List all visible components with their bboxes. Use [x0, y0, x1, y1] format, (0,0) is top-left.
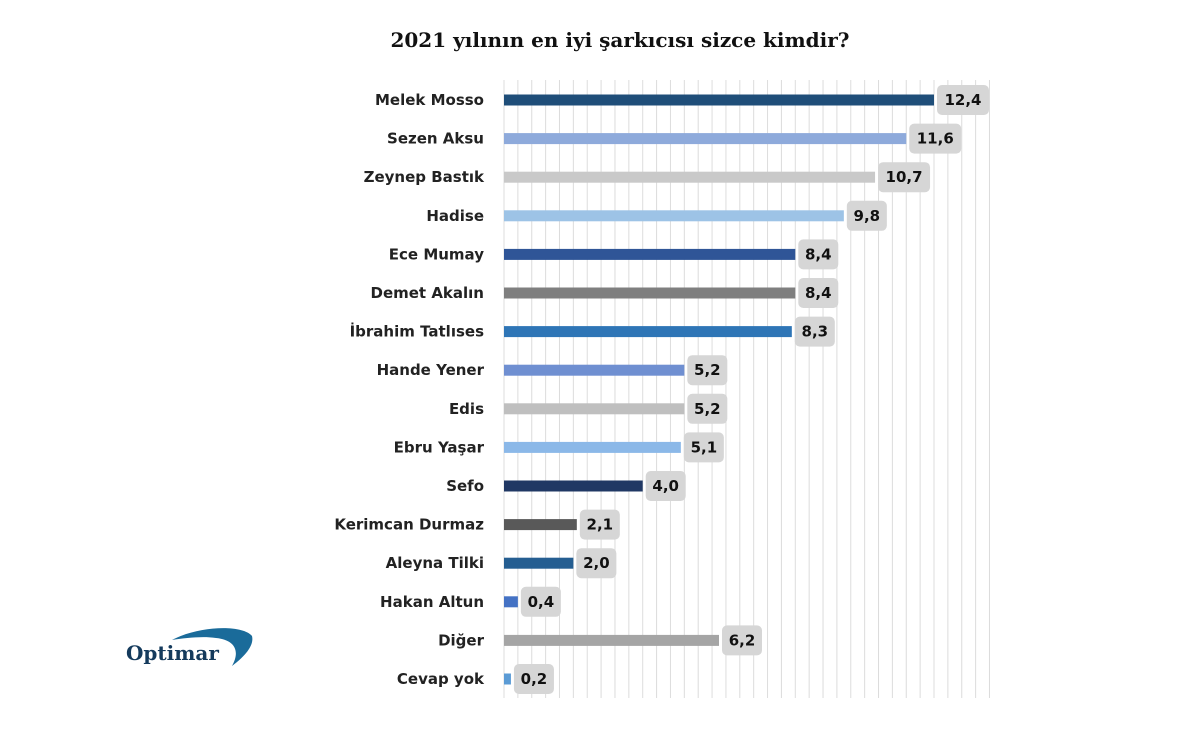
- bar: [504, 403, 685, 415]
- value-label: 4,0: [652, 477, 679, 495]
- bar: [504, 557, 574, 569]
- bar: [504, 287, 796, 299]
- value-label: 8,3: [802, 323, 829, 341]
- category-label: Melek Mosso: [375, 91, 484, 109]
- category-label: Cevap yok: [397, 670, 485, 688]
- value-label-box: [520, 586, 561, 617]
- value-label-box: [798, 239, 839, 270]
- value-label-box: [576, 548, 617, 579]
- category-label: Zeynep Bastık: [364, 168, 485, 186]
- bar: [504, 673, 511, 685]
- optimar-logo: Optimar: [120, 626, 260, 672]
- chart-bars: [504, 94, 934, 685]
- bar: [504, 94, 934, 106]
- category-label: Sefo: [446, 477, 484, 495]
- bar: [504, 248, 796, 260]
- value-label-box: [722, 625, 762, 656]
- bar: [504, 596, 518, 608]
- value-label-box: [794, 316, 835, 347]
- logo-text: Optimar: [126, 641, 219, 665]
- value-label-box: [909, 123, 962, 154]
- chart-title: 2021 yılının en iyi şarkıcısı sizce kimd…: [390, 28, 850, 52]
- value-label: 8,4: [805, 245, 832, 263]
- bar: [504, 210, 844, 222]
- value-label-box: [878, 162, 931, 193]
- category-label: Sezen Aksu: [387, 130, 484, 148]
- chart-labels: Melek Mosso 12,4 Sezen Aksu 11,6 Zeynep Bast…: [334, 85, 989, 694]
- value-label-box: [579, 509, 620, 540]
- category-label: Ece Mumay: [389, 245, 484, 263]
- value-label: 5,2: [694, 400, 721, 418]
- value-label: 2,1: [587, 516, 614, 534]
- value-label-box: [937, 85, 989, 115]
- value-label-box: [798, 278, 839, 308]
- value-label: 0,4: [528, 593, 555, 611]
- bar: [504, 519, 577, 531]
- value-label: 8,4: [805, 284, 832, 302]
- category-label: Edis: [449, 400, 484, 418]
- value-label-box: [687, 393, 728, 424]
- value-label-box: [687, 355, 728, 386]
- bar: [504, 480, 643, 492]
- value-label: 9,8: [854, 207, 881, 225]
- bar: [504, 133, 907, 145]
- category-label: Aleyna Tilki: [386, 554, 484, 572]
- value-label: 5,1: [691, 438, 718, 456]
- category-label: Hakan Altun: [380, 593, 484, 611]
- value-label-box: [846, 200, 887, 231]
- chart-gridlines: [503, 80, 990, 698]
- value-label-box: [645, 471, 686, 501]
- category-label: Ebru Yaşar: [394, 438, 485, 456]
- category-label: Diğer: [438, 631, 485, 649]
- value-label: 11,6: [917, 130, 954, 148]
- value-label: 12,4: [944, 91, 981, 109]
- category-label: Kerimcan Durmaz: [334, 516, 484, 534]
- bar: [504, 364, 685, 376]
- bar: [504, 634, 719, 646]
- value-label: 2,0: [583, 554, 610, 572]
- logo-swoosh-icon: [172, 628, 253, 666]
- value-label: 0,2: [521, 670, 548, 688]
- bar: [504, 441, 681, 453]
- value-label: 5,2: [694, 361, 721, 379]
- category-label: İbrahim Tatlıses: [350, 322, 484, 341]
- bar: [504, 326, 792, 338]
- category-label: Demet Akalın: [371, 284, 485, 302]
- bar: [504, 171, 876, 183]
- value-label-box: [683, 432, 724, 463]
- category-label: Hadise: [426, 207, 484, 225]
- value-label-box: [513, 664, 554, 694]
- value-label: 10,7: [886, 168, 923, 186]
- value-label: 6,2: [729, 631, 756, 649]
- category-label: Hande Yener: [377, 361, 485, 379]
